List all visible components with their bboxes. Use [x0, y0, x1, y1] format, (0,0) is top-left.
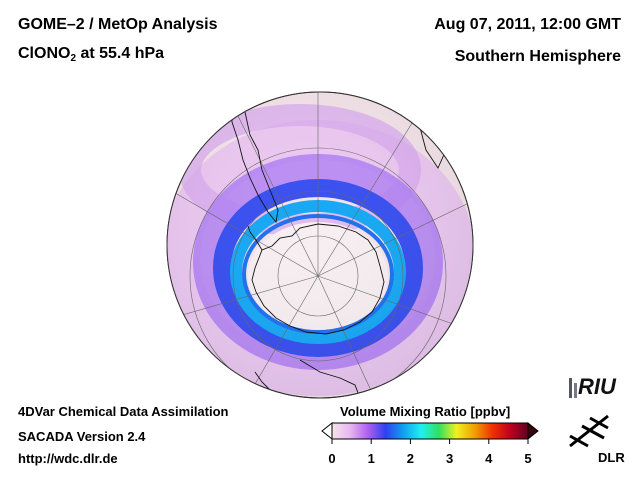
colorbar-tick-label: 0: [328, 451, 336, 466]
riu-logo-text: RIU: [578, 374, 616, 399]
title-line2: ClONO2 at 55.4 hPa: [18, 45, 164, 64]
colorbar-title: Volume Mixing Ratio [ppbv]: [340, 404, 511, 419]
footer-url[interactable]: http://wdc.dlr.de: [18, 451, 118, 466]
colorbar-tick-label: 1: [367, 451, 375, 466]
dlr-logo-text: DLR: [598, 450, 625, 465]
colorbar-tick-label: 4: [485, 451, 493, 466]
dlr-logo-icon: [569, 414, 609, 448]
species-subscript: 2: [70, 53, 77, 64]
footer-version: SACADA Version 2.4: [18, 429, 146, 444]
species-name: ClONO: [18, 45, 71, 62]
title-line1: GOME–2 / MetOp Analysis: [18, 16, 218, 33]
colorbar-tick-label: 3: [445, 451, 454, 466]
colorbar-tick-label: 2: [406, 451, 414, 466]
date-time: Aug 07, 2011, 12:00 GMT: [434, 16, 621, 33]
riu-logo-icon: [569, 378, 577, 398]
colorbar-tick-label: 5: [524, 451, 532, 466]
colorbar-fill: [331, 422, 529, 440]
colorbar-under-arrow: [321, 421, 333, 441]
pressure-level: at 55.4 hPa: [76, 45, 165, 62]
colorbar-over-arrow: [527, 421, 539, 441]
hemisphere-label: Southern Hemisphere: [454, 48, 621, 65]
footer-assimilation: 4DVar Chemical Data Assimilation: [18, 404, 229, 419]
